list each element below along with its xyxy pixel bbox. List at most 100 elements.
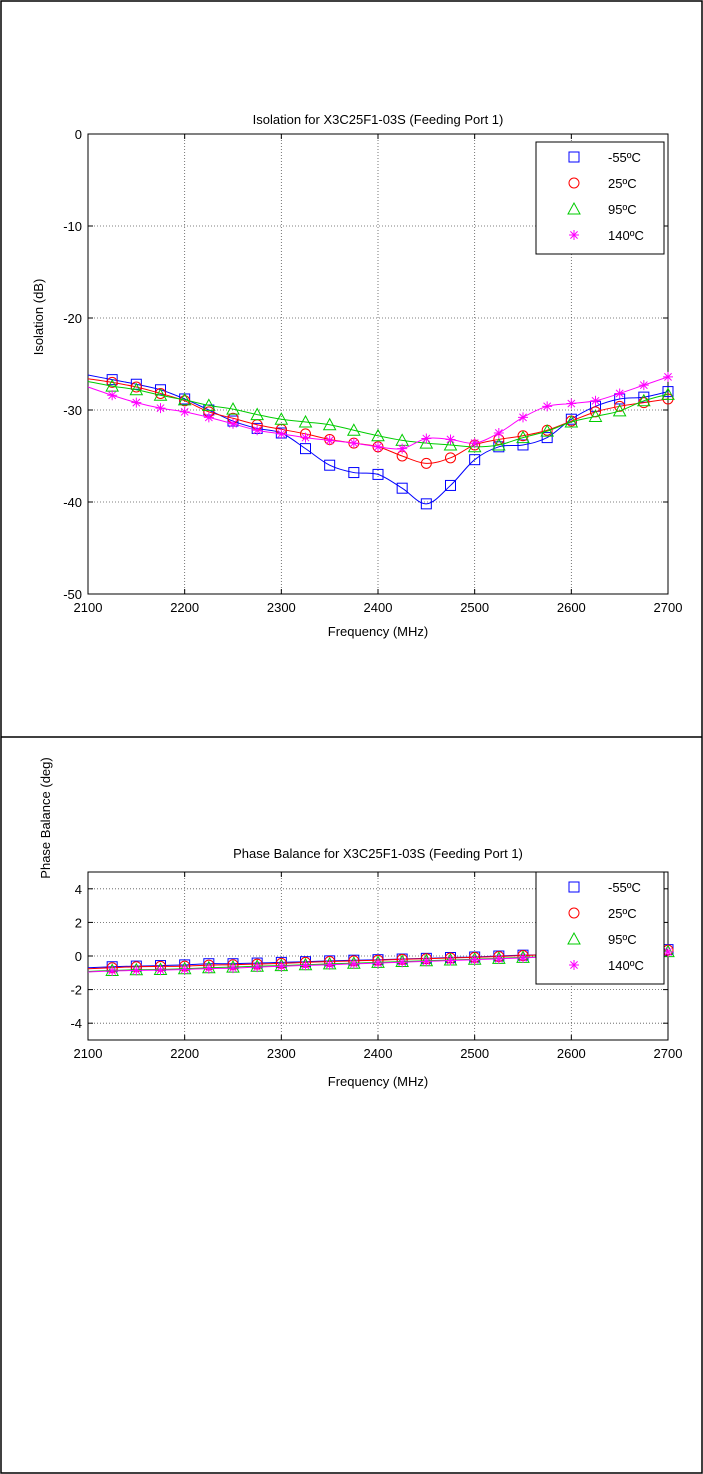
legend-label: 140ºC [608,958,644,973]
legend-label: 95ºC [608,932,637,947]
marker-triangle [516,430,530,444]
marker-star [155,965,166,976]
marker-circle [130,381,142,393]
marker-star [663,946,673,957]
marker-star [228,963,238,974]
legend-box [535,871,665,985]
marker-triangle [443,437,458,451]
marker-star [203,412,214,423]
marker-star [107,390,118,401]
marker-triangle [129,382,144,396]
x-tick-label: 2200 [170,1046,199,1061]
chart-title: Isolation for X3C25F1-03S (Feeding Port … [253,112,504,127]
marker-square [469,454,481,466]
marker-square [638,391,650,403]
y-tick-label: -50 [63,587,82,602]
marker-star [228,418,238,429]
x-tick-label: 2700 [654,600,683,615]
marker-star [421,433,432,444]
legend-label: 25ºC [608,906,637,921]
marker-square [662,386,674,398]
x-tick-label: 2500 [460,1046,489,1061]
marker-square [130,378,142,390]
marker-star [518,412,528,423]
marker-triangle [491,437,506,451]
marker-star [469,438,480,449]
marker-square [445,479,456,491]
marker-star [445,434,456,445]
marker-triangle [661,387,675,400]
marker-star [397,957,408,968]
marker-star [131,965,142,976]
marker-triangle [226,402,240,415]
marker-star [300,432,311,443]
marker-star [252,962,263,973]
legend-box [535,141,665,255]
y-axis-label: Isolation (dB) [31,279,46,356]
x-tick-label: 2500 [460,600,489,615]
marker-triangle [540,424,555,437]
x-tick-label: 2300 [267,1046,296,1061]
marker-star [566,398,577,409]
y-tick-label: 0 [75,949,82,964]
x-tick-label: 2400 [364,600,393,615]
marker-triangle [346,423,361,436]
x-tick-label: 2400 [364,1046,393,1061]
marker-square [420,498,432,510]
legend-label: 25ºC [608,176,637,191]
legend-label: -55ºC [608,150,641,165]
x-tick-label: 2300 [267,600,296,615]
y-axis-label: Phase Balance (deg) [38,757,53,878]
marker-square [324,459,336,471]
marker-triangle [274,412,289,425]
y-tick-label: -30 [63,403,82,418]
marker-triangle [201,398,216,411]
marker-star [518,952,528,963]
marker-square [300,443,311,455]
marker-square [372,468,384,480]
marker-star [373,958,383,969]
marker-star [397,443,408,454]
marker-triangle [567,931,581,945]
marker-square [541,432,553,444]
marker-star [590,395,601,406]
marker-star [203,963,214,974]
marker-star [131,397,142,408]
y-tick-label: 0 [75,127,82,142]
marker-star [179,964,190,975]
y-tick-label: -40 [63,495,82,510]
marker-triangle [322,417,337,431]
marker-star [445,955,456,966]
marker-star [469,954,480,965]
series-square [87,374,674,510]
marker-triangle [588,409,603,422]
marker-star [348,438,359,449]
marker-star [348,958,359,969]
y-tick-label: 4 [75,882,82,897]
isolation-chart: Isolation for X3C25F1-03S (Feeding Port … [31,112,682,639]
marker-triangle [612,403,627,417]
marker-star [300,960,311,971]
marker-star [421,956,432,967]
marker-star [614,388,625,399]
marker-triangle [298,414,313,428]
x-tick-label: 2200 [170,600,199,615]
series-line [87,374,669,505]
x-tick-label: 2100 [74,600,103,615]
y-tick-label: -2 [70,983,82,998]
marker-star [276,961,287,972]
marker-star [493,953,504,964]
marker-square [396,482,408,494]
series-line [87,380,669,448]
marker-square [493,441,505,453]
marker-square [155,384,166,396]
marker-circle [420,457,432,469]
marker-star [663,371,673,382]
marker-star [569,230,579,240]
marker-square [106,374,118,386]
marker-circle [568,177,580,189]
y-tick-label: -10 [63,219,82,234]
plot-area [87,133,669,595]
marker-star [569,960,579,970]
marker-star [373,441,383,452]
